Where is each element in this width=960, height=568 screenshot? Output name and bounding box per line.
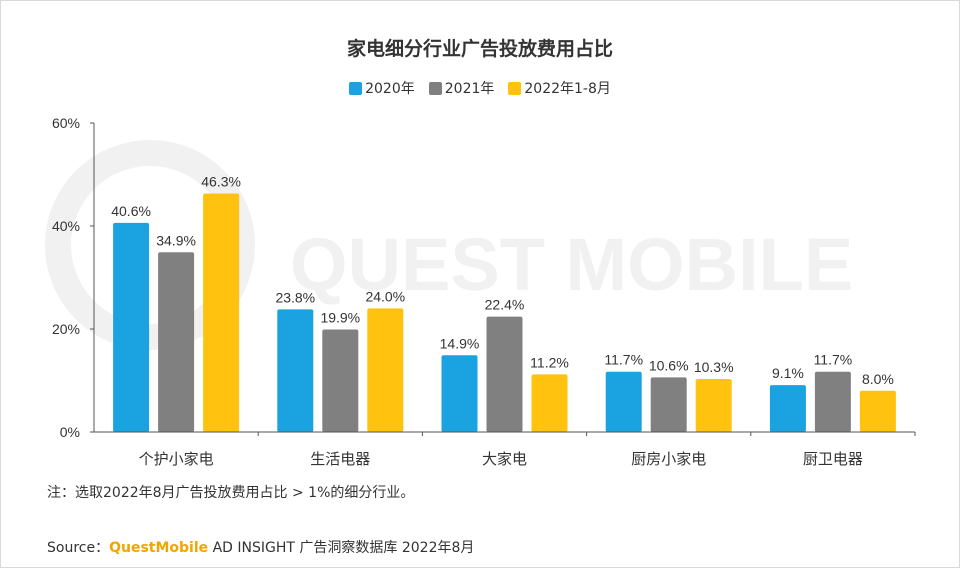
x-category-label-3: 厨房小家电 bbox=[631, 450, 706, 468]
bar-value-label-2-0: 46.3% bbox=[201, 174, 241, 190]
legend-label-2022: 2022年1-8月 bbox=[524, 81, 611, 97]
source-line: Source：QuestMobile AD INSIGHT 广告洞察数据库 20… bbox=[47, 537, 474, 557]
bar-value-label-1-3: 10.6% bbox=[649, 357, 689, 373]
axis-layer: 0% 20% 40% 60% 个护小家电 生活电器 大家电 厨房小家电 厨卫电器 bbox=[52, 115, 916, 468]
bar-1-3 bbox=[650, 377, 687, 432]
bar-value-label-0-0: 40.6% bbox=[111, 203, 151, 219]
bar-value-label-0-4: 9.1% bbox=[772, 365, 804, 381]
watermark-layer: QUEST MOBILE bbox=[45, 140, 853, 350]
legend-label-2021: 2021年 bbox=[444, 81, 495, 97]
x-category-label-1: 生活电器 bbox=[310, 450, 370, 468]
source-brand: QuestMobile bbox=[109, 540, 209, 556]
legend-swatch-2020 bbox=[349, 81, 363, 95]
y-tick-label-2: 40% bbox=[52, 218, 80, 234]
bar-0-4 bbox=[769, 385, 806, 432]
bar-value-label-1-2: 22.4% bbox=[485, 297, 525, 313]
bar-2-4 bbox=[859, 390, 896, 432]
watermark-text: QUEST MOBILE bbox=[290, 223, 853, 306]
bar-value-label-1-0: 34.9% bbox=[156, 232, 196, 248]
bar-value-label-0-3: 11.7% bbox=[604, 352, 643, 368]
bar-0-1 bbox=[277, 309, 314, 432]
bar-2-0 bbox=[203, 193, 240, 432]
legend-swatch-2022 bbox=[508, 81, 522, 95]
chart-note: 注：选取2022年8月广告投放费用占比 > 1%的细分行业。 bbox=[47, 485, 415, 501]
bar-0-2 bbox=[441, 355, 478, 432]
y-tick-label-1: 20% bbox=[52, 321, 80, 337]
bar-2-2 bbox=[531, 374, 568, 432]
bar-value-label-0-2: 14.9% bbox=[440, 335, 480, 351]
bar-2-1 bbox=[367, 308, 404, 432]
bar-2-3 bbox=[695, 378, 732, 432]
x-category-label-0: 个护小家电 bbox=[139, 450, 214, 468]
chart-legend: 2020年 2021年 2022年1-8月 bbox=[0, 78, 960, 98]
chart-title: 家电细分行业广告投放费用占比 bbox=[346, 38, 613, 60]
y-tick-label-0: 0% bbox=[60, 424, 80, 440]
legend-item-2020: 2020年 bbox=[349, 78, 415, 98]
bar-0-3 bbox=[605, 371, 642, 432]
bar-1-1 bbox=[322, 329, 359, 432]
y-tick-label-3: 60% bbox=[52, 115, 80, 131]
source-rest: AD INSIGHT 广告洞察数据库 2022年8月 bbox=[208, 540, 475, 556]
legend-label-2020: 2020年 bbox=[365, 81, 415, 97]
bar-value-label-2-4: 8.0% bbox=[862, 371, 894, 387]
bar-0-0 bbox=[113, 222, 150, 432]
legend-item-2021: 2021年 bbox=[428, 78, 495, 98]
bar-value-label-2-3: 10.3% bbox=[694, 359, 734, 375]
bar-1-4 bbox=[814, 371, 851, 432]
legend-swatch-2021 bbox=[428, 81, 442, 95]
bar-value-label-1-4: 11.7% bbox=[814, 352, 853, 368]
bar-value-label-2-1: 24.0% bbox=[365, 288, 405, 304]
bar-value-label-0-1: 23.8% bbox=[275, 289, 315, 305]
bars-layer: 40.6% 23.8% 14.9% 11.7% 9.1% 34.9% 19.9% 22.4% 1… bbox=[111, 174, 896, 432]
watermark-logo-icon bbox=[45, 140, 255, 350]
x-category-label-2: 大家电 bbox=[482, 450, 527, 468]
bar-1-0 bbox=[158, 252, 195, 432]
legend-item-2022: 2022年1-8月 bbox=[508, 78, 611, 98]
bar-value-label-1-1: 19.9% bbox=[320, 310, 360, 326]
source-prefix: Source： bbox=[47, 540, 110, 556]
bar-1-2 bbox=[486, 316, 523, 432]
x-category-label-4: 厨卫电器 bbox=[803, 450, 863, 468]
bar-value-label-2-2: 11.2% bbox=[530, 354, 569, 370]
